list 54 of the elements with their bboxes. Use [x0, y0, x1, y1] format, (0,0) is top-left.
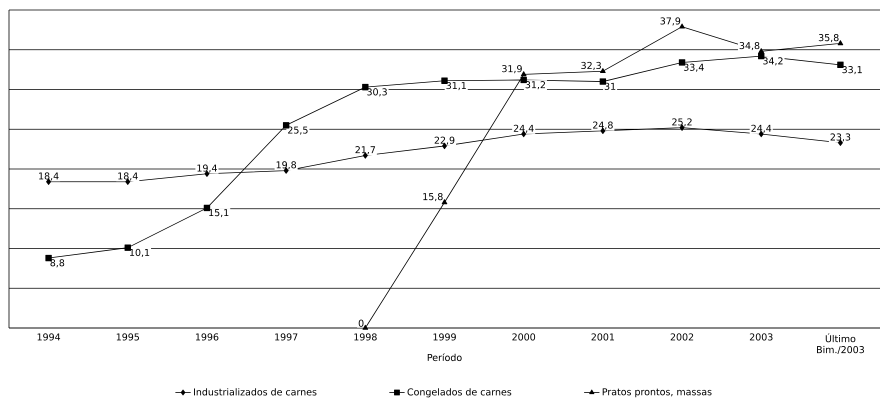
point [838, 40, 844, 46]
data-label: 31,9 [502, 65, 522, 74]
legend-label: Congelados de carnes [408, 388, 512, 398]
x-tick-label: 2000 [512, 333, 536, 341]
point [45, 254, 52, 262]
data-label: 0 [358, 320, 364, 327]
point [124, 244, 131, 251]
data-label: 25,5 [288, 126, 308, 135]
point [441, 78, 448, 84]
x-tick-label: 2002 [670, 333, 694, 341]
x-tick-label: 2001 [592, 333, 614, 341]
point [520, 76, 527, 84]
data-label: 34,8 [740, 42, 760, 50]
data-label: 18,4 [118, 172, 138, 181]
x-tick-label: 1997 [275, 333, 298, 341]
point [600, 68, 606, 74]
data-label: 15,8 [423, 193, 443, 202]
data-label: 37,9 [660, 17, 680, 26]
data-label: 10,1 [130, 248, 150, 258]
data-label: 31 [604, 82, 616, 90]
data-label: 35,8 [818, 34, 839, 42]
data-label: 23,3 [830, 133, 850, 142]
x-tick-label: 1994 [38, 333, 60, 341]
x-tick-label: 2003 [750, 333, 773, 341]
data-label: 15,1 [209, 209, 228, 218]
legend-label: Pratos prontos, massas [602, 388, 712, 398]
x-tick-label: 1995 [116, 333, 139, 341]
data-label: 24,4 [514, 124, 534, 133]
data-label: 22,9 [434, 136, 454, 145]
x-axis-title: Período [428, 353, 462, 362]
data-label: 19,4 [197, 164, 217, 173]
data-label: 31,1 [446, 82, 466, 90]
point [758, 52, 764, 60]
data-label: 24,8 [593, 122, 613, 130]
x-tick-label: 1998 [354, 333, 377, 341]
data-label: 19,8 [276, 161, 296, 170]
legend-label: Industrializados de carnes [194, 388, 316, 396]
x-tick-label: 1999 [434, 333, 456, 341]
data-label: 18,4 [39, 172, 59, 181]
x-tick-label: 1996 [196, 333, 218, 341]
data-label: 30,3 [367, 88, 387, 96]
x-tick-label: Último Bim./2003 [817, 333, 864, 354]
point [282, 122, 290, 128]
data-label: 25,2 [672, 118, 692, 126]
point [678, 59, 686, 66]
data-label: 34,2 [763, 57, 783, 66]
data-label: 8,8 [50, 259, 64, 268]
data-label: 31,2 [526, 81, 546, 90]
data-label: 21,7 [355, 146, 376, 154]
data-label: 24,4 [751, 124, 772, 133]
data-label: 33,4 [684, 64, 704, 72]
data-label: 32,3 [581, 62, 601, 70]
data-label: 33,1 [842, 66, 862, 74]
point [362, 324, 368, 330]
